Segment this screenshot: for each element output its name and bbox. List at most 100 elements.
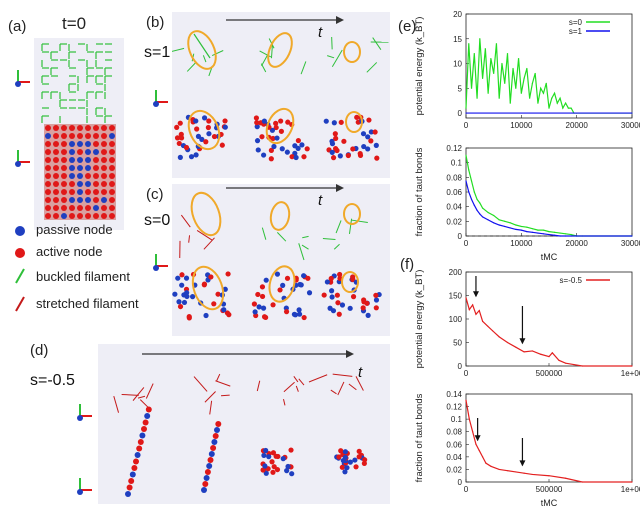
data-point	[493, 214, 495, 217]
node	[252, 309, 258, 315]
node	[181, 299, 188, 306]
node	[174, 135, 181, 141]
node	[301, 273, 307, 279]
node	[125, 491, 131, 497]
node	[85, 197, 91, 203]
data-point	[576, 235, 578, 237]
node	[251, 301, 257, 307]
node	[288, 447, 294, 453]
buckled-filament-icon	[15, 268, 25, 284]
node	[225, 271, 231, 277]
node	[109, 165, 115, 171]
node	[109, 125, 115, 131]
data-point	[553, 92, 556, 94]
node	[292, 143, 298, 149]
node	[365, 146, 371, 152]
data-point	[545, 82, 547, 84]
node	[61, 133, 67, 139]
filament	[332, 373, 353, 377]
node	[69, 173, 75, 179]
node	[142, 419, 149, 426]
data-point	[548, 107, 550, 109]
plot-frame	[465, 147, 633, 237]
node	[269, 127, 276, 133]
panel-a	[34, 38, 124, 230]
data-point	[565, 102, 567, 104]
node	[278, 118, 284, 124]
node	[69, 149, 75, 155]
data-point	[487, 92, 489, 94]
x-tick-label: 0	[464, 239, 469, 248]
node	[93, 125, 99, 131]
series-line-s=-0.5	[465, 400, 632, 483]
y-tick-label: 20	[453, 10, 462, 19]
node	[292, 312, 299, 318]
panel-d-graphic	[113, 373, 368, 497]
node	[45, 173, 51, 179]
panel-c-time-arrow-label: t	[318, 192, 323, 209]
node	[222, 124, 228, 130]
y-tick-label: 0.12	[446, 403, 462, 412]
axes-triad-icon	[77, 478, 92, 495]
y-tick-label: 0	[458, 232, 463, 241]
node	[368, 129, 374, 135]
data-point	[498, 219, 500, 221]
filament	[203, 237, 215, 250]
data-point	[479, 202, 481, 204]
node	[350, 294, 357, 300]
node	[280, 456, 286, 462]
x-tick-label: 500000	[536, 369, 563, 378]
data-point	[540, 87, 542, 89]
node	[109, 213, 115, 219]
node	[77, 173, 83, 179]
filament	[372, 37, 382, 50]
filament	[308, 374, 328, 383]
node	[219, 142, 225, 148]
data-point	[498, 336, 500, 338]
node	[101, 173, 107, 179]
data-point	[581, 365, 583, 367]
node	[347, 459, 353, 465]
node	[254, 138, 261, 144]
node	[212, 433, 219, 439]
filament	[196, 229, 213, 241]
node	[356, 454, 362, 460]
node	[69, 181, 75, 187]
node	[277, 287, 283, 293]
data-point	[490, 465, 492, 467]
data-point	[486, 325, 489, 327]
data-point	[553, 234, 556, 236]
filament	[351, 219, 368, 223]
node	[178, 135, 185, 141]
legend-label: s=1	[569, 27, 583, 36]
node	[306, 290, 313, 296]
annotation-arrowhead	[474, 435, 481, 442]
data-point	[520, 229, 522, 231]
data-point	[551, 352, 553, 354]
node	[136, 445, 143, 452]
node	[336, 311, 342, 317]
data-point	[631, 365, 633, 367]
panel-c-graphic	[172, 191, 382, 321]
data-point	[565, 235, 567, 237]
filament	[188, 235, 191, 243]
series-line-s=0	[465, 155, 632, 237]
data-point	[551, 97, 553, 99]
panel-d	[98, 344, 390, 504]
node	[85, 133, 91, 139]
node	[61, 165, 67, 171]
x-tick-label: 1e+06	[621, 369, 640, 378]
node	[101, 165, 107, 171]
x-tick-label: 1e+06	[621, 485, 640, 494]
node	[101, 181, 107, 187]
x-tick-label: 30000	[621, 121, 640, 130]
stretched-filament-icon	[15, 296, 25, 312]
data-point	[472, 431, 474, 433]
filament	[327, 55, 335, 59]
node	[172, 291, 178, 297]
data-point	[558, 359, 560, 361]
node	[177, 303, 184, 310]
highlight-ellipse	[343, 203, 361, 225]
data-point	[542, 229, 545, 231]
node	[347, 305, 353, 311]
